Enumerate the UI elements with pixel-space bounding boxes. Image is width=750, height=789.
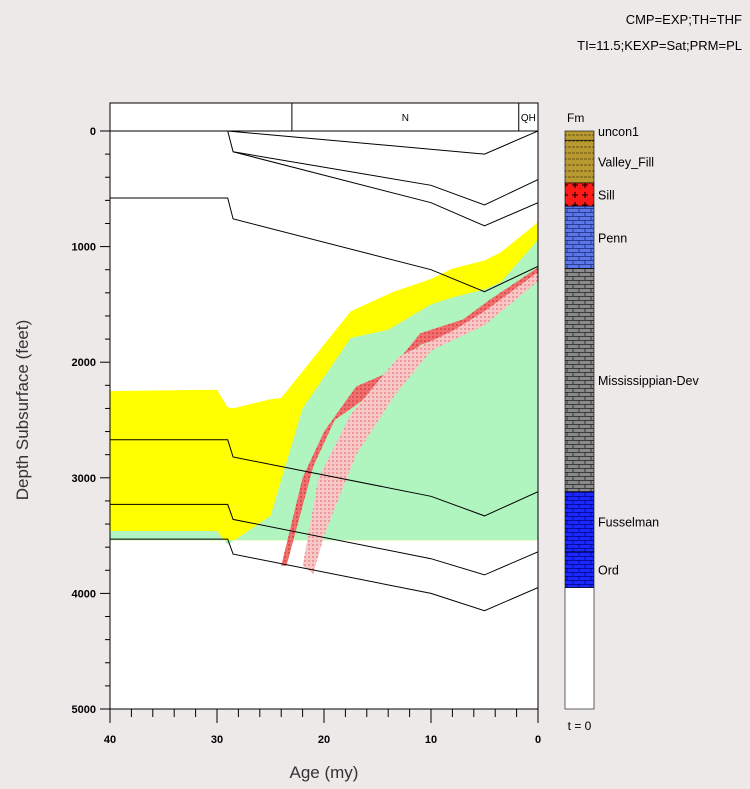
formation-unit bbox=[564, 205, 595, 269]
formation-unit bbox=[564, 139, 595, 184]
horizon-line-4 bbox=[110, 439, 538, 517]
period-label: QH bbox=[521, 113, 536, 124]
horizon-line-6 bbox=[110, 538, 538, 612]
model-params-line-2: TI=11.5;KEXP=Sat;PRM=PL bbox=[577, 38, 742, 53]
y-tick-label: 5000 bbox=[72, 704, 96, 716]
horizon-line-5 bbox=[110, 503, 538, 576]
formation-column-header: Fm bbox=[567, 111, 584, 125]
formation-unit bbox=[564, 491, 595, 553]
formation-label: Penn bbox=[598, 231, 627, 245]
y-tick-label: 0 bbox=[90, 126, 96, 138]
period-label: N bbox=[402, 113, 409, 124]
horizon-line-2 bbox=[232, 151, 538, 227]
horizon-line-1 bbox=[227, 131, 538, 206]
formation-unit bbox=[564, 551, 595, 588]
y-tick-label: 2000 bbox=[72, 357, 96, 369]
x-tick-label: 40 bbox=[104, 734, 116, 746]
formation-unit bbox=[564, 268, 595, 492]
plot-content bbox=[110, 131, 538, 612]
formation-label: Valley_Fill bbox=[598, 156, 654, 170]
formation-unit bbox=[564, 182, 595, 207]
x-tick-label: 20 bbox=[318, 734, 330, 746]
formation-label: Sill bbox=[598, 189, 615, 203]
zone-pink-3 bbox=[302, 272, 538, 574]
y-tick-label: 4000 bbox=[72, 588, 96, 600]
period-bar bbox=[109, 102, 539, 132]
formation-column-footer: t = 0 bbox=[568, 719, 592, 733]
formation-label: Mississippian-Dev bbox=[598, 374, 699, 388]
y-tick-label: 3000 bbox=[72, 473, 96, 485]
horizon-line-0 bbox=[227, 131, 538, 155]
formation-label: Fusselman bbox=[598, 516, 659, 530]
y-axis-label: Depth Subsurface (feet) bbox=[13, 320, 32, 500]
formation-label: uncon1 bbox=[598, 125, 639, 139]
x-tick-label: 10 bbox=[425, 734, 437, 746]
formation-unit bbox=[564, 130, 595, 141]
formation-basement bbox=[564, 587, 595, 710]
formation-label: Ord bbox=[598, 564, 619, 578]
x-tick-label: 30 bbox=[211, 734, 223, 746]
model-params-line-1: CMP=EXP;TH=THF bbox=[625, 12, 742, 27]
x-axis-label: Age (my) bbox=[290, 763, 359, 782]
zone-green-1 bbox=[110, 239, 538, 545]
x-tick-label: 0 bbox=[535, 734, 541, 746]
y-tick-label: 1000 bbox=[72, 242, 96, 254]
horizon-line-3 bbox=[110, 197, 538, 293]
